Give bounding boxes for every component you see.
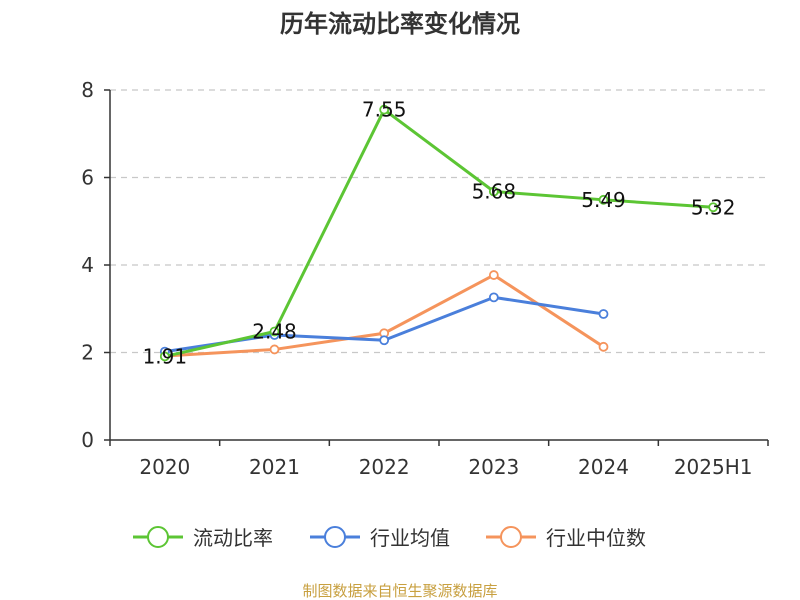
data-point	[598, 341, 609, 352]
data-label: 2.48	[252, 320, 297, 344]
y-tick-label: 4	[81, 253, 94, 277]
data-point	[269, 326, 280, 337]
axes: 0 2 4 6 8 2020 2021 2022 2023 2024 2025H1	[81, 78, 769, 479]
data-point	[159, 351, 170, 362]
legend-swatch-marker	[324, 526, 346, 548]
x-tick-label: 2022	[359, 455, 410, 479]
legend: 流动比率 行业均值 行业中位数	[133, 526, 646, 550]
legend-item: 行业中位数	[486, 526, 646, 550]
legend-label: 行业均值	[370, 526, 450, 550]
series-lines	[159, 104, 719, 362]
series-2	[159, 270, 609, 361]
legend-item: 流动比率	[133, 526, 273, 550]
y-tick-label: 0	[81, 428, 94, 452]
legend-swatch-marker	[147, 526, 169, 548]
legend-swatch-marker	[500, 526, 522, 548]
data-point	[379, 104, 390, 115]
data-point	[708, 202, 719, 213]
data-label: 5.32	[691, 195, 736, 219]
data-label: 7.55	[362, 98, 407, 122]
x-tick-label: 2024	[578, 455, 629, 479]
data-label: 1.91	[143, 344, 188, 368]
legend-label: 行业中位数	[546, 526, 646, 550]
x-tick-label: 2023	[468, 455, 519, 479]
data-point	[488, 186, 499, 197]
legend-label: 流动比率	[193, 526, 273, 550]
chart-title: 历年流动比率变化情况	[280, 10, 520, 38]
data-labels: 1.91 2.48 7.55 5.68 5.49 5.32	[143, 98, 736, 369]
data-point	[379, 335, 390, 346]
data-label: 5.68	[472, 180, 517, 204]
data-point	[598, 309, 609, 319]
source-note: 制图数据来自恒生聚源数据库	[302, 582, 497, 600]
y-tick-label: 6	[81, 166, 94, 190]
data-label: 5.49	[581, 188, 626, 212]
y-tick-label: 8	[81, 78, 94, 102]
data-point	[598, 194, 609, 205]
series-0	[159, 104, 719, 362]
data-point	[269, 344, 280, 355]
grid-lines	[110, 89, 768, 354]
series-1	[159, 292, 609, 357]
x-tick-label: 2025H1	[674, 455, 753, 479]
series-line	[164, 108, 714, 358]
x-tick-label: 2020	[139, 455, 190, 479]
x-tick-label: 2021	[249, 455, 300, 479]
data-point	[488, 292, 499, 303]
y-tick-label: 2	[81, 341, 94, 365]
legend-item: 行业均值	[310, 526, 450, 550]
data-point	[488, 270, 499, 280]
